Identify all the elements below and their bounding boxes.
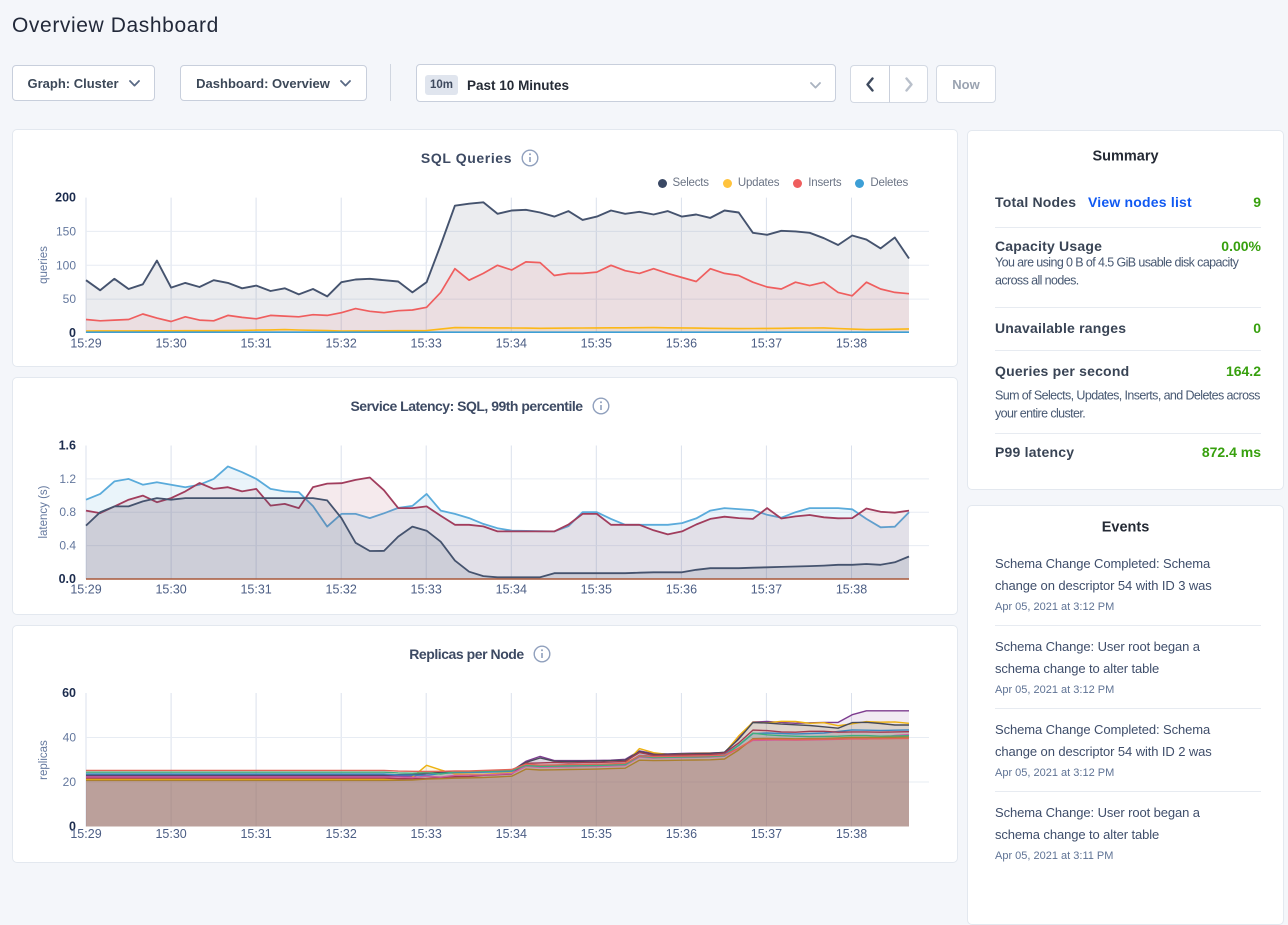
svg-text:15:38: 15:38 xyxy=(836,583,867,597)
svg-text:15:37: 15:37 xyxy=(751,827,782,841)
svg-text:15:29: 15:29 xyxy=(70,827,101,841)
svg-text:15:31: 15:31 xyxy=(240,337,271,351)
svg-text:15:31: 15:31 xyxy=(240,827,271,841)
svg-text:15:35: 15:35 xyxy=(581,583,612,597)
svg-text:15:32: 15:32 xyxy=(326,583,357,597)
svg-text:0.4: 0.4 xyxy=(59,539,76,553)
svg-text:replicas: replicas xyxy=(38,740,50,780)
svg-text:15:34: 15:34 xyxy=(496,827,527,841)
svg-text:15:35: 15:35 xyxy=(581,827,612,841)
svg-text:0.0: 0.0 xyxy=(59,572,76,586)
svg-text:15:32: 15:32 xyxy=(326,337,357,351)
svg-text:0: 0 xyxy=(69,820,76,834)
svg-text:15:29: 15:29 xyxy=(70,583,101,597)
svg-text:0: 0 xyxy=(69,326,76,340)
svg-text:100: 100 xyxy=(56,258,76,272)
svg-text:15:34: 15:34 xyxy=(496,583,527,597)
svg-text:15:38: 15:38 xyxy=(836,337,867,351)
svg-text:200: 200 xyxy=(55,191,76,205)
svg-text:15:33: 15:33 xyxy=(411,583,442,597)
svg-text:40: 40 xyxy=(63,731,77,745)
svg-text:150: 150 xyxy=(56,224,76,238)
svg-text:queries: queries xyxy=(38,246,50,284)
svg-text:15:30: 15:30 xyxy=(155,583,186,597)
svg-text:20: 20 xyxy=(63,775,77,789)
svg-text:1.6: 1.6 xyxy=(59,439,76,453)
svg-text:50: 50 xyxy=(63,292,77,306)
svg-text:15:30: 15:30 xyxy=(155,337,186,351)
svg-text:0.8: 0.8 xyxy=(59,505,76,519)
svg-text:15:36: 15:36 xyxy=(666,583,697,597)
svg-text:15:37: 15:37 xyxy=(751,337,782,351)
svg-text:15:38: 15:38 xyxy=(836,827,867,841)
svg-text:15:35: 15:35 xyxy=(581,337,612,351)
svg-text:15:30: 15:30 xyxy=(155,827,186,841)
svg-text:15:33: 15:33 xyxy=(411,827,442,841)
svg-text:60: 60 xyxy=(62,686,76,700)
svg-text:15:32: 15:32 xyxy=(326,827,357,841)
svg-text:15:29: 15:29 xyxy=(70,337,101,351)
svg-text:15:37: 15:37 xyxy=(751,583,782,597)
svg-text:1.2: 1.2 xyxy=(59,472,76,486)
svg-text:15:31: 15:31 xyxy=(240,583,271,597)
svg-text:15:33: 15:33 xyxy=(411,337,442,351)
svg-text:15:36: 15:36 xyxy=(666,337,697,351)
svg-text:15:36: 15:36 xyxy=(666,827,697,841)
svg-text:latency (s): latency (s) xyxy=(38,485,50,538)
svg-text:15:34: 15:34 xyxy=(496,337,527,351)
